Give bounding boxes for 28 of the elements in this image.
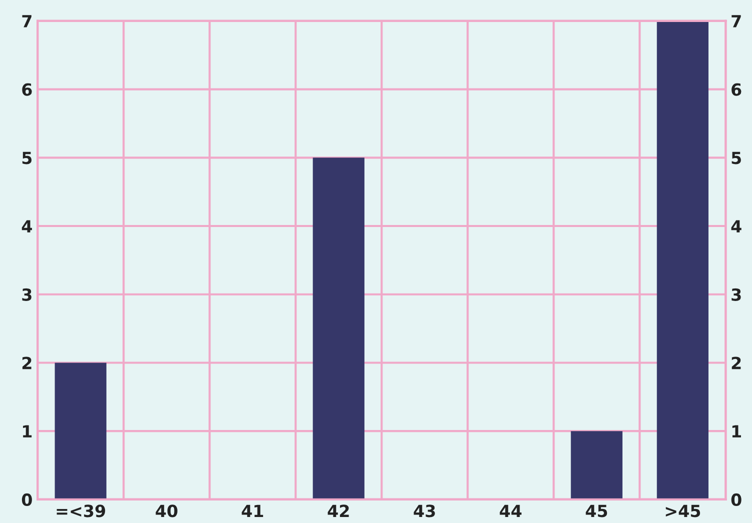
y-tick-label: 1: [23, 425, 32, 438]
bar: [312, 158, 364, 500]
x-tick-label: 43: [414, 504, 435, 518]
y2-tick-label: 2: [732, 356, 741, 370]
y2-tick-label: 5: [732, 152, 741, 164]
y2-tick-label: 7: [732, 15, 741, 28]
bar: [656, 20, 708, 500]
y-tick-label: 6: [22, 83, 32, 96]
x-tick-label: =<39: [56, 504, 106, 518]
x-tick-label: 40: [156, 504, 178, 518]
y-tick-label: 7: [22, 15, 32, 28]
y2-tick-label: 0: [731, 493, 742, 506]
x-tick-label: 44: [500, 504, 522, 517]
y-tick-label: 4: [22, 220, 32, 232]
y-tick-label: 5: [22, 152, 32, 164]
x-tick-label: 45: [586, 504, 608, 518]
y2-tick-label: 6: [732, 83, 742, 96]
y2-tick-label: 4: [731, 220, 742, 232]
bar: [54, 362, 106, 500]
x-tick-label: 42: [328, 504, 349, 517]
x-tick-label: >45: [666, 504, 700, 518]
x-tick-label: 41: [242, 504, 264, 517]
y2-tick-label: 3: [732, 288, 741, 301]
y-tick-label: 2: [22, 356, 32, 370]
y-tick-label: 0: [22, 493, 32, 506]
y-tick-label: 3: [22, 288, 32, 301]
y2-tick-label: 1: [732, 425, 741, 438]
bar: [570, 431, 622, 500]
